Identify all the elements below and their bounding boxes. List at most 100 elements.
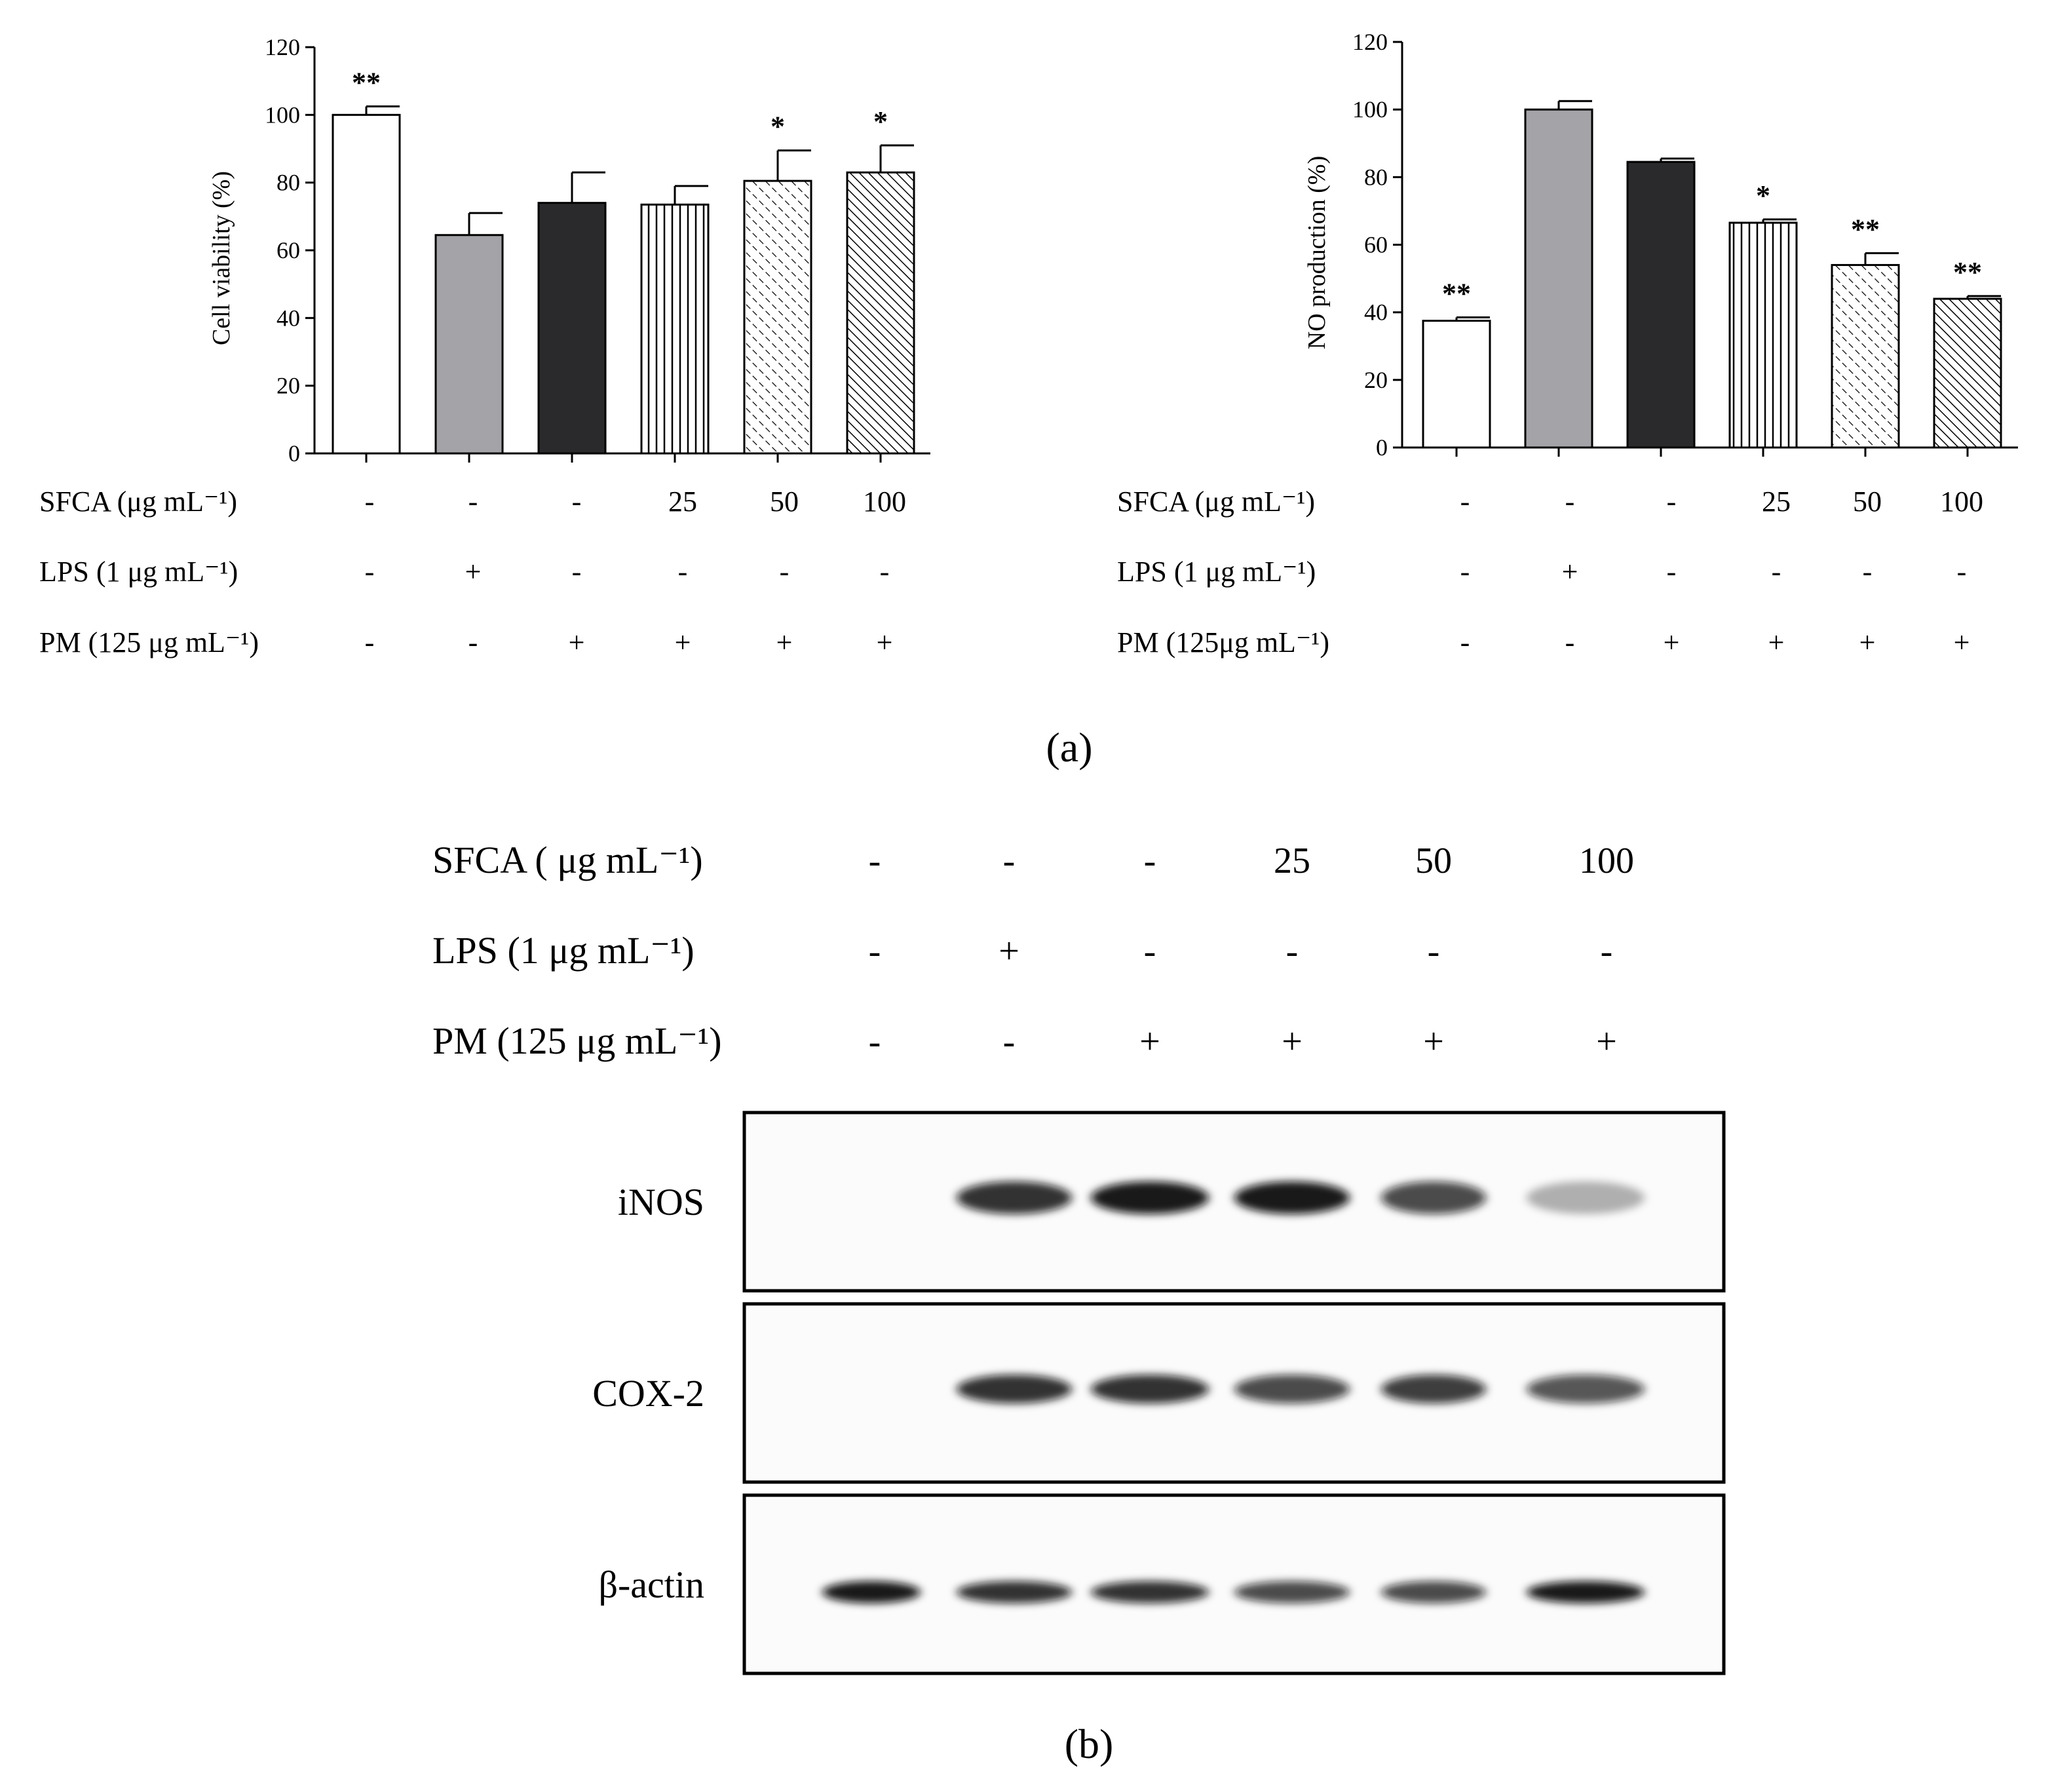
- condition-value: +: [465, 556, 482, 588]
- condition-label: SFCA (μg mL⁻¹): [39, 486, 237, 518]
- bar: [1728, 221, 1798, 449]
- y-tick-label: 60: [276, 237, 300, 263]
- condition-value: -: [468, 486, 478, 518]
- bar: [1831, 263, 1900, 449]
- significance-marker: **: [1851, 213, 1880, 245]
- blot-condition-value: -: [1144, 841, 1156, 881]
- condition-value: -: [468, 626, 478, 658]
- condition-value: +: [877, 626, 893, 658]
- bar: [1933, 297, 2002, 449]
- bar: [640, 203, 710, 455]
- condition-value: -: [1460, 556, 1470, 588]
- blot-band: [1527, 1581, 1645, 1603]
- y-tick-label: 20: [276, 373, 300, 399]
- condition-value: -: [1565, 486, 1575, 518]
- condition-value: 25: [1762, 486, 1791, 518]
- condition-label: PM (125 μg mL⁻¹): [39, 626, 259, 658]
- blot-condition-value: -: [869, 931, 881, 972]
- y-axis-label: NO production (%): [1303, 156, 1331, 349]
- bar: [1626, 161, 1696, 449]
- condition-value: -: [365, 486, 375, 518]
- blot-row-label: β-actin: [598, 1563, 704, 1606]
- condition-value: -: [1957, 556, 1967, 588]
- significance-marker: *: [771, 111, 785, 143]
- blot-band: [1234, 1375, 1350, 1403]
- bar: [1524, 108, 1593, 449]
- bar: [1422, 320, 1491, 449]
- blot-condition-label: PM (125 μg mL⁻¹): [432, 1020, 722, 1062]
- western-blot: SFCA ( μg mL⁻¹) - - - 25 50 100 LPS (1 μg mL⁻¹)…: [432, 839, 1726, 1675]
- blot-band: [1091, 1181, 1209, 1214]
- blot-band: [957, 1375, 1072, 1403]
- bar: [743, 180, 812, 455]
- y-tick-label: 100: [1352, 96, 1388, 123]
- condition-value: +: [1664, 626, 1680, 658]
- condition-value: +: [1954, 626, 1970, 658]
- y-tick-label: 120: [265, 34, 300, 60]
- bar: [434, 234, 504, 455]
- y-tick-label: 20: [1364, 367, 1388, 393]
- blot-condition-value: -: [869, 841, 881, 881]
- bar: [332, 113, 401, 455]
- condition-value: +: [675, 626, 691, 658]
- y-tick-label: 0: [288, 440, 300, 467]
- condition-value: -: [678, 556, 688, 588]
- condition-value: 25: [668, 486, 697, 518]
- bar: [846, 171, 915, 455]
- condition-value: -: [365, 556, 375, 588]
- blot-band: [1381, 1375, 1486, 1403]
- condition-value: -: [572, 556, 582, 588]
- blot-condition-value: -: [1003, 1021, 1016, 1062]
- condition-value: -: [1667, 486, 1677, 518]
- y-tick-label: 100: [265, 102, 300, 128]
- blot-condition-value: -: [1428, 931, 1440, 972]
- blot-condition-value: 50: [1415, 841, 1452, 881]
- blot-condition-label: LPS (1 μg mL⁻¹): [432, 929, 695, 972]
- condition-value: -: [1667, 556, 1677, 588]
- significance-marker: *: [1756, 180, 1770, 212]
- y-tick-label: 60: [1364, 232, 1388, 258]
- condition-label: PM (125μg mL⁻¹): [1117, 626, 1329, 658]
- blot-band: [1527, 1375, 1645, 1403]
- condition-label: SFCA (μg mL⁻¹): [1117, 486, 1315, 518]
- blot-band: [1234, 1581, 1350, 1603]
- condition-value: -: [1565, 626, 1575, 658]
- blot-band: [1381, 1581, 1486, 1603]
- blot-condition-value: +: [999, 931, 1019, 972]
- blot-condition-value: +: [1139, 1021, 1160, 1062]
- blot-condition-value: +: [1423, 1021, 1444, 1062]
- blot-condition-value: -: [1003, 841, 1016, 881]
- condition-value: +: [776, 626, 793, 658]
- y-tick-label: 80: [1364, 164, 1388, 190]
- blot-row-label: iNOS: [618, 1181, 704, 1223]
- condition-label: LPS (1 μg mL⁻¹): [39, 556, 238, 588]
- bar: [537, 202, 607, 455]
- condition-value: 50: [1853, 486, 1882, 518]
- condition-value: +: [1768, 626, 1785, 658]
- condition-value: -: [880, 556, 890, 588]
- blot-condition-value: +: [1282, 1021, 1303, 1062]
- blot-band: [1091, 1375, 1209, 1403]
- significance-marker: **: [1953, 256, 1982, 288]
- blot-condition-value: -: [869, 1021, 881, 1062]
- condition-value: -: [1460, 626, 1470, 658]
- y-tick-label: 120: [1352, 29, 1388, 55]
- blot-condition-value: -: [1144, 931, 1156, 972]
- condition-value: -: [1460, 486, 1470, 518]
- blot-band: [1527, 1181, 1645, 1214]
- blot-band: [957, 1581, 1072, 1603]
- condition-value: -: [780, 556, 790, 588]
- blot-band: [822, 1581, 921, 1603]
- blot-condition-value: +: [1596, 1021, 1617, 1062]
- condition-value: +: [569, 626, 585, 658]
- condition-label: LPS (1 μg mL⁻¹): [1117, 556, 1316, 588]
- panel-b-label: (b): [1065, 1721, 1114, 1767]
- condition-value: -: [1863, 556, 1873, 588]
- significance-marker: *: [873, 105, 888, 138]
- y-tick-label: 40: [1364, 299, 1388, 326]
- condition-value: -: [1772, 556, 1781, 588]
- condition-value: -: [365, 626, 375, 658]
- y-tick-label: 80: [276, 170, 300, 196]
